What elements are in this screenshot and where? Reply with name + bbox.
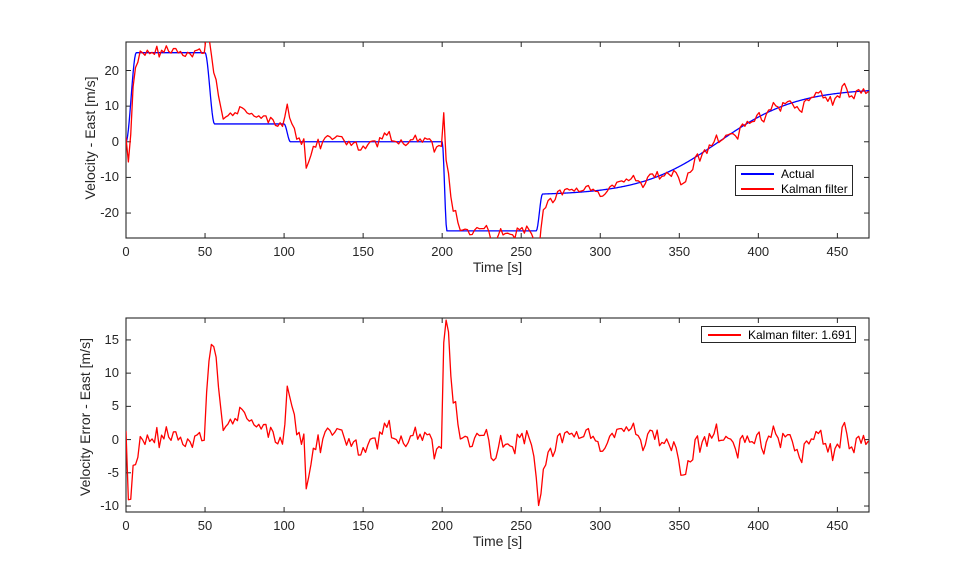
actual-line	[126, 52, 869, 232]
axes-velocity-error-east	[125, 317, 870, 513]
legend-top-plot: Actual Kalman filter	[735, 165, 853, 196]
legend-entry-label: Kalman filter: 1.691	[748, 327, 852, 342]
actual-line-sample	[741, 172, 774, 175]
plot-box	[125, 317, 870, 513]
kalman-line-sample	[741, 187, 774, 190]
tick-marks	[125, 42, 869, 238]
plot-box	[125, 41, 870, 239]
tick-marks	[125, 318, 869, 512]
kalman-filter-error-line	[126, 319, 869, 507]
axes-velocity-east	[125, 41, 870, 239]
legend-entry-kalman-error: Kalman filter: 1.691	[702, 327, 855, 342]
legend-entry-kalman: Kalman filter	[736, 181, 852, 196]
legend-bottom-plot: Kalman filter: 1.691	[701, 326, 856, 343]
kalman-filter-line	[126, 42, 869, 238]
legend-entry-label: Kalman filter	[781, 181, 848, 196]
kalman-error-line-sample	[708, 333, 741, 336]
legend-entry-actual: Actual	[736, 166, 852, 181]
legend-entry-label: Actual	[781, 166, 815, 181]
